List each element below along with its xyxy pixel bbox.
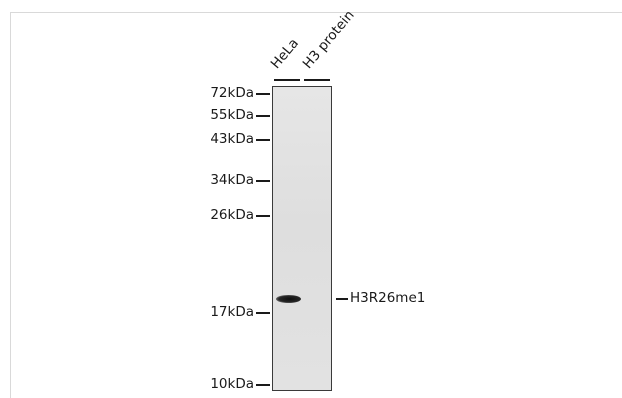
frame-left-line bbox=[10, 12, 11, 398]
marker-tick-26kda bbox=[256, 215, 270, 217]
lane-line-hela bbox=[274, 79, 300, 81]
lane-line-h3-protein bbox=[304, 79, 330, 81]
marker-tick-17kda bbox=[256, 312, 270, 314]
marker-label-10kda: 10kDa bbox=[210, 376, 254, 392]
marker-label-26kda: 26kDa bbox=[210, 207, 254, 223]
target-band-tick bbox=[336, 298, 348, 300]
target-band-label: H3R26me1 bbox=[350, 290, 426, 306]
marker-tick-10kda bbox=[256, 384, 270, 386]
marker-tick-34kda bbox=[256, 180, 270, 182]
protein-band-hela bbox=[276, 295, 301, 303]
marker-label-34kda: 34kDa bbox=[210, 172, 254, 188]
marker-label-55kda: 55kDa bbox=[210, 107, 254, 123]
marker-label-43kda: 43kDa bbox=[210, 131, 254, 147]
marker-label-72kda: 72kDa bbox=[210, 85, 254, 101]
frame-top-line bbox=[10, 12, 622, 13]
marker-tick-43kda bbox=[256, 139, 270, 141]
marker-tick-55kda bbox=[256, 115, 270, 117]
marker-tick-72kda bbox=[256, 93, 270, 95]
lane-label-h3-protein: H3 protein bbox=[299, 7, 358, 72]
lane-label-hela: HeLa bbox=[267, 35, 303, 72]
marker-label-17kda: 17kDa bbox=[210, 304, 254, 320]
blot-membrane bbox=[272, 86, 332, 391]
